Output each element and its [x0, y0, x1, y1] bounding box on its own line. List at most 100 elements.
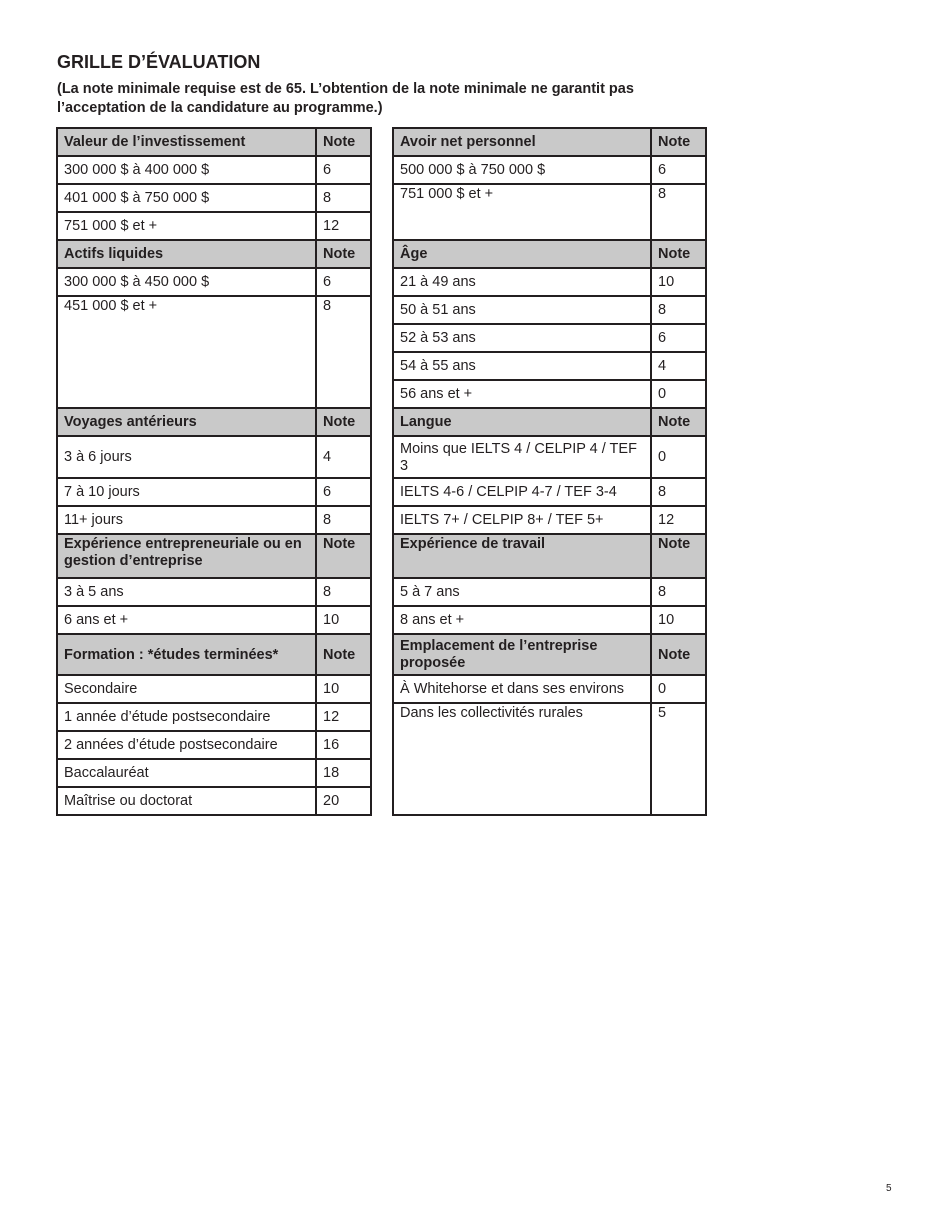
note-cell: 0	[650, 674, 707, 704]
table-row: 6 ans et +10	[56, 605, 372, 635]
table-row: 21 à 49 ans 10	[392, 267, 707, 297]
criterion-cell: 500 000 $ à 750 000 $	[392, 155, 652, 185]
section-header-row: Avoir net personnel Note	[392, 127, 707, 157]
note-cell: 6	[315, 267, 372, 297]
table-row: 50 à 51 ans 8	[392, 295, 707, 325]
table-row: 56 ans et +0	[392, 379, 707, 409]
note-cell: 6	[650, 323, 707, 353]
note-cell: 20	[315, 786, 372, 816]
note-cell: Note	[650, 127, 707, 157]
section-header-row: Âge Note	[392, 239, 707, 269]
note-cell: Note	[315, 533, 372, 579]
note-cell: Note	[315, 633, 372, 676]
note-cell: 8	[315, 505, 372, 535]
criterion-cell: Formation : *études terminées*	[56, 633, 317, 676]
criterion-cell: 50 à 51 ans	[392, 295, 652, 325]
section-header-row: Langue Note	[392, 407, 707, 437]
table-row: 451 000 $ et +8	[56, 295, 372, 409]
criterion-cell: 5 à 7 ans	[392, 577, 652, 607]
note-cell: 12	[315, 211, 372, 241]
note-cell: 8	[315, 295, 372, 409]
section-header-row: Expérience entrepreneuriale ou en gestio…	[56, 533, 372, 579]
criterion-cell: Emplacement de l’entreprise proposée	[392, 633, 652, 676]
table-row: Baccalauréat 18	[56, 758, 372, 788]
note-cell: Note	[650, 239, 707, 269]
criterion-cell: 52 à 53 ans	[392, 323, 652, 353]
note-cell: 8	[650, 477, 707, 507]
note-cell: 8	[315, 577, 372, 607]
page-title: GRILLE D’ÉVALUATION	[57, 52, 261, 72]
note-cell: Note	[650, 407, 707, 437]
table-row: 500 000 $ à 750 000 $6	[392, 155, 707, 185]
right-scoring-table: Avoir net personnel Note 500 000 $ à 750 0…	[392, 127, 707, 816]
note-cell: 10	[650, 267, 707, 297]
table-row: 7 à 10 jours 6	[56, 477, 372, 507]
criterion-cell: À Whitehorse et dans ses environs	[392, 674, 652, 704]
left-scoring-table: Valeur de l’investissement Note 300 000 $ …	[56, 127, 372, 816]
criterion-cell: IELTS 7+ / CELPIP 8+ / TEF 5+	[392, 505, 652, 535]
subtitle-note: (La note minimale requise est de 65. L’o…	[57, 81, 634, 116]
table-row: IELTS 4-6 / CELPIP 4-7 / TEF 3-4 8	[392, 477, 707, 507]
criterion-cell: 751 000 $ et +	[56, 211, 317, 241]
criterion-cell: Actifs liquides	[56, 239, 317, 269]
table-row: 8 ans et +10	[392, 605, 707, 635]
criterion-cell: 2 années d’étude postsecondaire	[56, 730, 317, 760]
criterion-cell: 3 à 5 ans	[56, 577, 317, 607]
criterion-cell: 300 000 $ à 450 000 $	[56, 267, 317, 297]
criterion-cell: 300 000 $ à 400 000 $	[56, 155, 317, 185]
table-row: 1 année d’étude postsecondaire 12	[56, 702, 372, 732]
table-row: 11+ jours 8	[56, 505, 372, 535]
criterion-cell: 21 à 49 ans	[392, 267, 652, 297]
criterion-cell: Moins que IELTS 4 / CELPIP 4 / TEF 3	[392, 435, 652, 479]
criterion-cell: 6 ans et +	[56, 605, 317, 635]
criterion-cell: IELTS 4-6 / CELPIP 4-7 / TEF 3-4	[392, 477, 652, 507]
note-cell: 6	[315, 477, 372, 507]
criterion-cell: 401 000 $ à 750 000 $	[56, 183, 317, 213]
criterion-cell: Expérience de travail	[392, 533, 652, 579]
criterion-cell: 751 000 $ et +	[392, 183, 652, 241]
criterion-cell: 56 ans et +	[392, 379, 652, 409]
table-row: À Whitehorse et dans ses environs 0	[392, 674, 707, 704]
section-header-row: Actifs liquides Note	[56, 239, 372, 269]
table-row: 2 années d’étude postsecondaire 16	[56, 730, 372, 760]
note-cell: 0	[650, 435, 707, 479]
criterion-cell: Valeur de l’investissement	[56, 127, 317, 157]
note-cell: Note	[315, 407, 372, 437]
criterion-cell: Âge	[392, 239, 652, 269]
criterion-cell: Baccalauréat	[56, 758, 317, 788]
note-cell: Note	[315, 127, 372, 157]
criterion-cell: 1 année d’étude postsecondaire	[56, 702, 317, 732]
table-row: IELTS 7+ / CELPIP 8+ / TEF 5+ 12	[392, 505, 707, 535]
table-row: Maîtrise ou doctorat 20	[56, 786, 372, 816]
section-header-row: Formation : *études terminées* Note	[56, 633, 372, 676]
section-header-row: Emplacement de l’entreprise proposée Note	[392, 633, 707, 676]
table-row: 751 000 $ et +8	[392, 183, 707, 241]
note-cell: Note	[650, 533, 707, 579]
note-cell: 8	[650, 295, 707, 325]
criterion-cell: 451 000 $ et +	[56, 295, 317, 409]
section-header-row: Expérience de travail Note	[392, 533, 707, 579]
note-cell: Note	[315, 239, 372, 269]
table-row: 401 000 $ à 750 000 $8	[56, 183, 372, 213]
criterion-cell: Avoir net personnel	[392, 127, 652, 157]
table-row: 300 000 $ à 450 000 $6	[56, 267, 372, 297]
note-cell: 12	[650, 505, 707, 535]
table-row: 751 000 $ et +12	[56, 211, 372, 241]
criterion-cell: 7 à 10 jours	[56, 477, 317, 507]
criterion-cell: Voyages antérieurs	[56, 407, 317, 437]
note-cell: 8	[650, 183, 707, 241]
criterion-cell: Maîtrise ou doctorat	[56, 786, 317, 816]
note-cell: 18	[315, 758, 372, 788]
note-cell: 6	[315, 155, 372, 185]
criterion-cell: 3 à 6 jours	[56, 435, 317, 479]
note-cell: Note	[650, 633, 707, 676]
table-row: 5 à 7 ans 8	[392, 577, 707, 607]
table-row: 54 à 55 ans 4	[392, 351, 707, 381]
note-cell: 16	[315, 730, 372, 760]
table-row: Secondaire 10	[56, 674, 372, 704]
note-cell: 8	[650, 577, 707, 607]
table-row: 3 à 6 jours 4	[56, 435, 372, 479]
note-cell: 10	[315, 605, 372, 635]
note-cell: 12	[315, 702, 372, 732]
